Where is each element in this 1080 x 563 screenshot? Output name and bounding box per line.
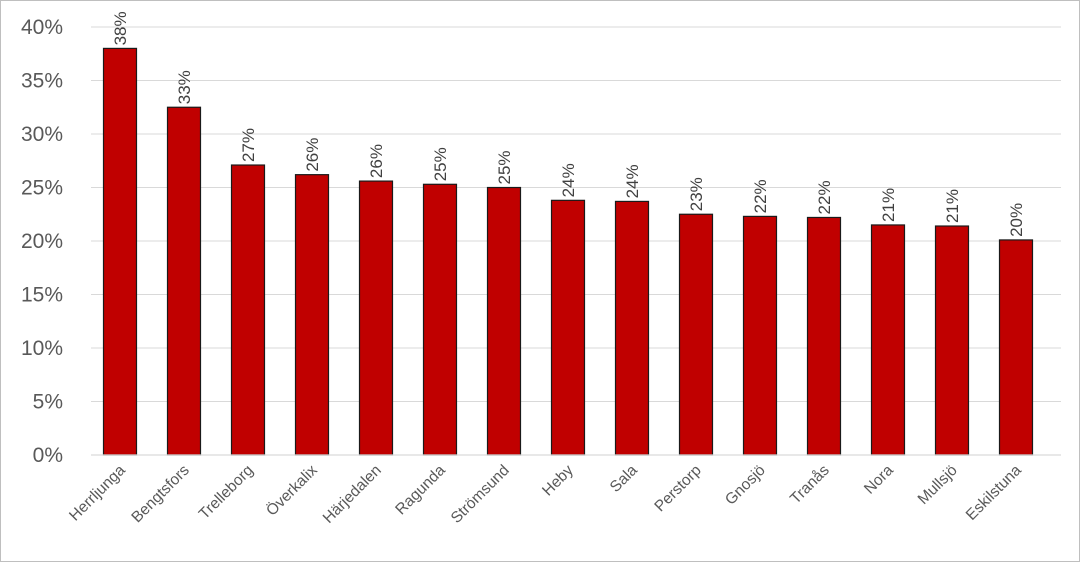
bar-nora xyxy=(870,224,906,456)
category-label: Gnosjö xyxy=(722,462,769,509)
category-label: Perstorp xyxy=(651,462,704,515)
bar-mullsjö xyxy=(934,225,970,456)
data-label: 26% xyxy=(303,138,322,172)
data-label: 33% xyxy=(175,70,194,104)
category-label: Ragunda xyxy=(392,462,449,519)
category-label: Tranås xyxy=(787,462,833,508)
category-label: Sala xyxy=(607,462,641,496)
bar-perstorp xyxy=(678,213,714,456)
bar-strömsund xyxy=(486,186,522,456)
y-tick-label: 10% xyxy=(21,337,63,360)
category-label: Mullsjö xyxy=(915,462,961,508)
category-label: Nora xyxy=(861,462,897,498)
category-label: Trelleborg xyxy=(196,462,257,523)
bar-gnosjö xyxy=(742,215,778,456)
bar-herrljunga xyxy=(102,47,138,456)
category-label: Bengtsfors xyxy=(128,462,193,527)
data-label: 22% xyxy=(751,179,770,213)
y-tick-label: 0% xyxy=(33,444,63,467)
data-label: 20% xyxy=(1007,203,1026,237)
bar-trelleborg xyxy=(230,164,266,456)
bar-härjedalen xyxy=(358,180,394,456)
bar-ragunda xyxy=(422,183,458,456)
category-label: Strömsund xyxy=(448,462,513,527)
bar-överkalix xyxy=(294,174,330,456)
data-label: 25% xyxy=(495,150,514,184)
y-tick-label: 15% xyxy=(21,284,63,307)
data-label: 23% xyxy=(687,177,706,211)
category-label: Herrljunga xyxy=(66,462,129,525)
data-label: 21% xyxy=(943,189,962,223)
data-label: 25% xyxy=(431,147,450,181)
y-tick-label: 25% xyxy=(21,177,63,200)
data-label: 24% xyxy=(623,164,642,198)
data-label: 21% xyxy=(879,188,898,222)
data-label: 27% xyxy=(239,128,258,162)
y-tick-label: 20% xyxy=(21,230,63,253)
bar-sala xyxy=(614,200,650,456)
y-tick-label: 30% xyxy=(21,123,63,146)
bar-bengtsfors xyxy=(166,106,202,456)
y-tick-label: 5% xyxy=(33,391,63,414)
bar-heby xyxy=(550,199,586,456)
y-tick-label: 40% xyxy=(21,16,63,39)
bar-eskilstuna xyxy=(998,239,1034,456)
category-label: Heby xyxy=(539,462,577,500)
bar-tranås xyxy=(806,216,842,456)
category-label: Eskilstuna xyxy=(963,462,1025,524)
data-label: 38% xyxy=(111,11,130,45)
data-label: 26% xyxy=(367,144,386,178)
data-label: 24% xyxy=(559,163,578,197)
category-label: Härjedalen xyxy=(320,462,385,527)
category-label: Överkalix xyxy=(262,461,321,520)
data-label: 22% xyxy=(815,180,834,214)
y-tick-label: 35% xyxy=(21,70,63,93)
